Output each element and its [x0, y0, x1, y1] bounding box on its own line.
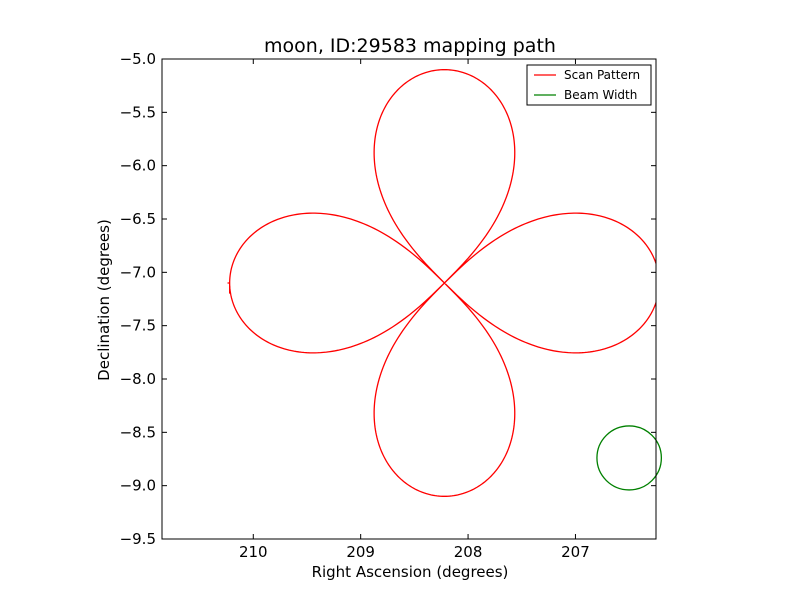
plot-area	[227, 69, 663, 497]
x-axis-label: Right Ascension (degrees)	[312, 563, 509, 581]
beam-width-circle	[596, 425, 663, 491]
beam-width-series	[596, 425, 663, 491]
legend-entry-scan-pattern: Scan Pattern	[564, 68, 640, 82]
legend-box	[526, 64, 652, 106]
y-tick-label: −5.0	[120, 50, 156, 68]
x-axis: 210 209 208 207	[239, 59, 590, 561]
chart-title: moon, ID:29583 mapping path	[264, 35, 556, 57]
x-tick-label: 208	[454, 543, 483, 561]
x-tick-label: 210	[239, 543, 268, 561]
y-tick-label: −7.0	[120, 263, 156, 281]
y-tick-label: −6.5	[120, 210, 156, 228]
y-tick-label: −7.5	[120, 317, 156, 335]
y-tick-label: −8.5	[120, 423, 156, 441]
y-tick-label: −6.0	[120, 157, 156, 175]
x-tick-label: 209	[346, 543, 375, 561]
y-tick-label: −8.0	[120, 370, 156, 388]
y-tick-label: −9.5	[120, 530, 156, 548]
y-tick-label: −5.5	[120, 103, 156, 121]
scan-pattern-line	[227, 69, 656, 497]
axes-frame	[161, 58, 657, 540]
scan-pattern-series	[227, 69, 656, 497]
legend-entry-beam-width: Beam Width	[564, 88, 637, 102]
x-tick-label: 207	[561, 543, 590, 561]
legend: Scan Pattern Beam Width	[526, 64, 652, 106]
y-axis: −5.0 −5.5 −6.0 −6.5 −7.0 −7.5 −8.0 −8.5 −9.0 −9.5	[120, 50, 656, 548]
y-axis-label: Declination (degrees)	[95, 219, 113, 381]
y-tick-label: −9.0	[120, 477, 156, 495]
